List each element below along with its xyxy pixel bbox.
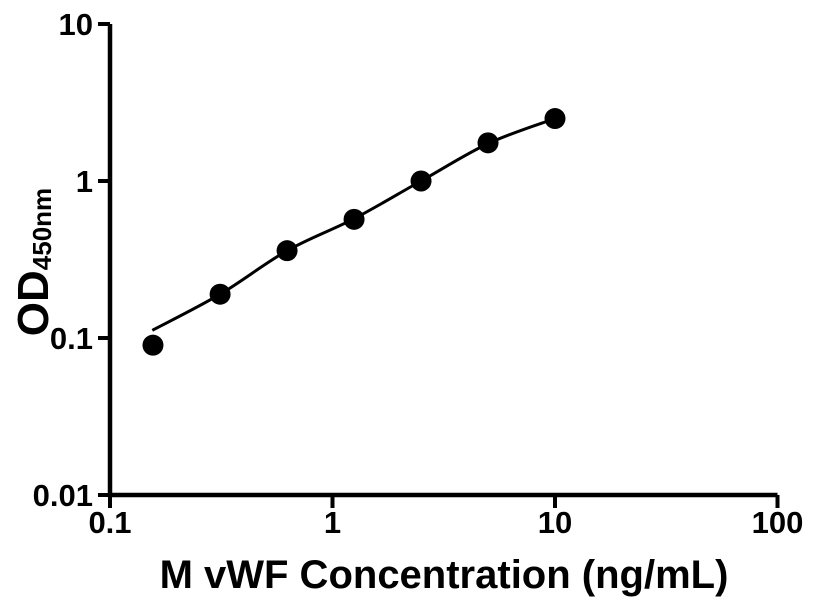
data-point	[410, 170, 432, 192]
data-point	[477, 132, 499, 154]
data-point	[343, 208, 365, 230]
y-tick-label: 0.01	[33, 478, 93, 513]
y-axis-title: OD450nm	[9, 162, 58, 362]
x-tick-label: 0.1	[88, 505, 131, 540]
data-point	[544, 108, 566, 130]
y-axis-title-main: OD	[9, 270, 58, 337]
x-tick-label: 1	[324, 505, 341, 540]
x-axis-title: M vWF Concentration (ng/mL)	[159, 553, 729, 597]
y-axis-title-subscript: 450nm	[27, 187, 57, 271]
y-tick-label: 1	[76, 164, 93, 199]
data-point	[276, 240, 298, 262]
y-tick-label: 10	[59, 7, 93, 42]
axis-lines	[107, 24, 778, 498]
x-tick-label: 100	[752, 505, 804, 540]
y-tick-label: 0.1	[50, 321, 93, 356]
x-tick-label: 10	[538, 505, 572, 540]
data-point	[209, 283, 231, 305]
data-point	[142, 334, 164, 356]
